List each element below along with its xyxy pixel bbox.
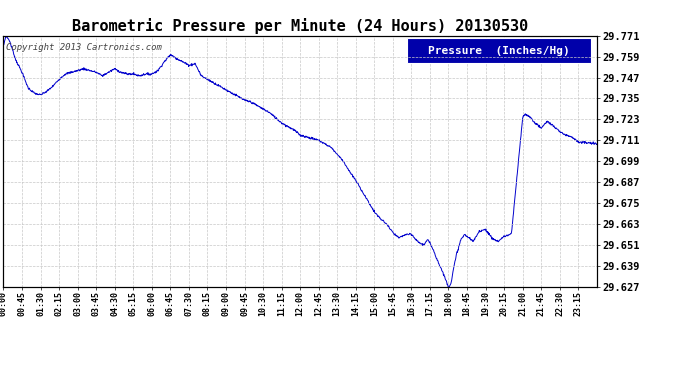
Text: Pressure  (Inches/Hg): Pressure (Inches/Hg) — [428, 46, 570, 56]
FancyBboxPatch shape — [407, 38, 591, 63]
Title: Barometric Pressure per Minute (24 Hours) 20130530: Barometric Pressure per Minute (24 Hours… — [72, 18, 529, 34]
Text: Copyright 2013 Cartronics.com: Copyright 2013 Cartronics.com — [6, 43, 162, 52]
